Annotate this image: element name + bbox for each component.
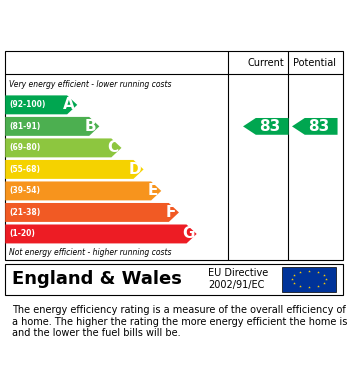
Bar — [282, 267, 336, 292]
Text: (39-54): (39-54) — [9, 187, 40, 196]
Text: E: E — [148, 183, 158, 198]
Text: F: F — [165, 205, 176, 220]
Polygon shape — [5, 203, 179, 222]
Polygon shape — [243, 118, 288, 135]
Text: (55-68): (55-68) — [9, 165, 40, 174]
Text: C: C — [108, 140, 119, 155]
Text: Very energy efficient - lower running costs: Very energy efficient - lower running co… — [9, 80, 171, 89]
Polygon shape — [5, 160, 144, 179]
Text: (21-38): (21-38) — [9, 208, 40, 217]
Text: G: G — [182, 226, 195, 242]
Polygon shape — [292, 118, 338, 135]
Text: (81-91): (81-91) — [9, 122, 40, 131]
Text: EU Directive
2002/91/EC: EU Directive 2002/91/EC — [208, 268, 268, 290]
Text: (1-20): (1-20) — [9, 230, 35, 239]
Text: Not energy efficient - higher running costs: Not energy efficient - higher running co… — [9, 248, 171, 257]
Text: A: A — [63, 97, 75, 112]
Text: B: B — [85, 119, 97, 134]
Polygon shape — [5, 224, 197, 244]
Text: 83: 83 — [308, 119, 329, 134]
Text: (69-80): (69-80) — [9, 143, 40, 152]
Text: Energy Efficiency Rating: Energy Efficiency Rating — [15, 27, 225, 41]
Polygon shape — [5, 95, 77, 114]
Text: Current: Current — [247, 58, 284, 68]
Text: The energy efficiency rating is a measure of the overall efficiency of a home. T: The energy efficiency rating is a measur… — [12, 305, 347, 338]
Polygon shape — [5, 138, 121, 157]
Text: England & Wales: England & Wales — [12, 270, 182, 288]
Text: 83: 83 — [259, 119, 280, 134]
Text: Potential: Potential — [293, 58, 336, 68]
Polygon shape — [5, 181, 161, 201]
Text: D: D — [129, 162, 141, 177]
Polygon shape — [5, 117, 100, 136]
Text: (92-100): (92-100) — [9, 100, 46, 109]
